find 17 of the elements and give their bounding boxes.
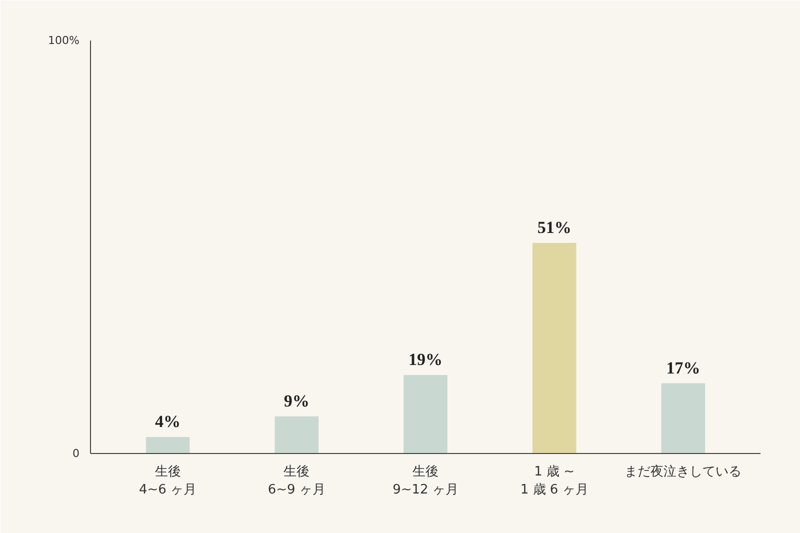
bar <box>532 242 576 454</box>
bar <box>661 383 706 454</box>
y-tick-label: 100% <box>48 34 80 47</box>
x-tick-label: 生後 4~6 ヶ月 <box>139 464 197 498</box>
x-tick-label: 生後 9~12 ヶ月 <box>392 464 458 498</box>
bar <box>274 416 319 454</box>
data-label: 17% <box>666 358 700 378</box>
data-label: 19% <box>408 350 442 370</box>
bar <box>146 436 190 454</box>
data-label: 4% <box>155 412 181 431</box>
data-label: 51% <box>537 218 572 237</box>
x-tick-label: まだ夜泣きしている <box>624 464 742 480</box>
x-tick-label: 1 歳 ~ 1 歳 6 ヶ月 <box>520 464 588 498</box>
y-tick-label: 0 <box>72 447 80 460</box>
data-label: 9% <box>284 391 310 410</box>
x-tick-label: 生後 6~9 ヶ月 <box>268 464 326 498</box>
bar <box>404 375 448 454</box>
